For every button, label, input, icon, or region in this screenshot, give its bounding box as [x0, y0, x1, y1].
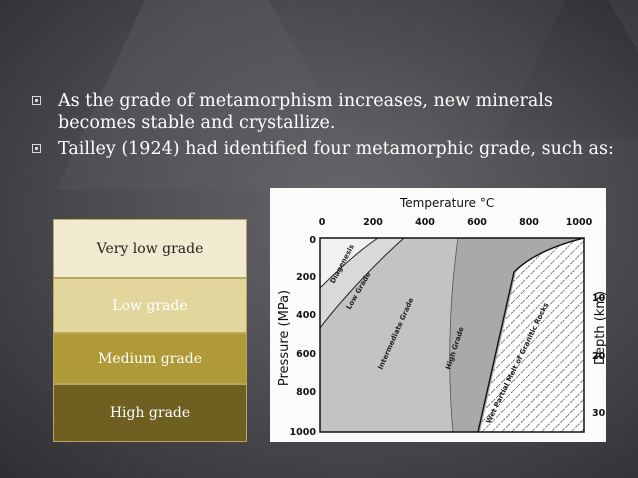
plot-frame — [319, 237, 585, 433]
grade-high: High grade — [53, 384, 247, 442]
boundary-line — [320, 238, 379, 289]
bullet-square-icon — [32, 96, 41, 105]
x-tick: 200 — [363, 217, 383, 228]
x-tick: 400 — [415, 217, 435, 228]
bullet-item: Tailley (1924) had identified four metam… — [30, 138, 630, 160]
zone-melt — [480, 238, 584, 432]
x-tick: 0 — [319, 217, 326, 228]
y-right-tick: 20 — [592, 351, 606, 362]
zone-diagenesis — [320, 238, 378, 288]
y-left-label: Pressure (MPa) — [277, 290, 292, 386]
solidus-line — [477, 238, 584, 432]
grade-low: Low grade — [53, 278, 247, 333]
y-tick: 600 — [296, 349, 316, 360]
y-tick: 800 — [296, 387, 316, 398]
x-tick: 600 — [467, 217, 487, 228]
y-right-tick: 30 — [592, 408, 606, 419]
y-tick: 0 — [309, 235, 316, 246]
x-tick-labels: 0 200 400 600 800 1000 — [319, 217, 593, 228]
diagram-svg: Temperature °C 0 200 400 600 800 1000 0 … — [277, 196, 606, 438]
bullet-item: As the grade of metamorphism increases, … — [30, 90, 630, 134]
bullet-text: As the grade of metamorphism increases, … — [58, 91, 553, 133]
boundary-line — [449, 238, 459, 432]
bullet-square-icon — [32, 144, 41, 153]
zones — [320, 238, 584, 432]
bullet-text: Tailley (1924) had identified four metam… — [58, 139, 614, 159]
y-right-label: Depth (km) — [593, 291, 606, 365]
grade-list: Very low grade Low grade Medium grade Hi… — [53, 219, 247, 442]
grade-very-low: Very low grade — [53, 219, 247, 278]
metamorphic-grade-diagram: Temperature °C 0 200 400 600 800 1000 0 … — [270, 188, 606, 442]
boundary-line — [320, 238, 405, 329]
y-tick: 400 — [296, 310, 316, 321]
x-tick: 1000 — [566, 217, 593, 228]
y-right-tick-labels: 10 20 30 — [592, 293, 606, 419]
bullet-list: As the grade of metamorphism increases, … — [30, 90, 630, 164]
diagram-title: Temperature °C — [399, 196, 494, 210]
y-right-tick: 10 — [592, 293, 606, 304]
y-tick: 1000 — [290, 427, 317, 438]
x-tick: 800 — [519, 217, 539, 228]
grade-medium: Medium grade — [53, 333, 247, 384]
y-tick: 200 — [296, 272, 316, 283]
y-left-tick-labels: 0 200 400 600 800 1000 — [290, 235, 317, 438]
